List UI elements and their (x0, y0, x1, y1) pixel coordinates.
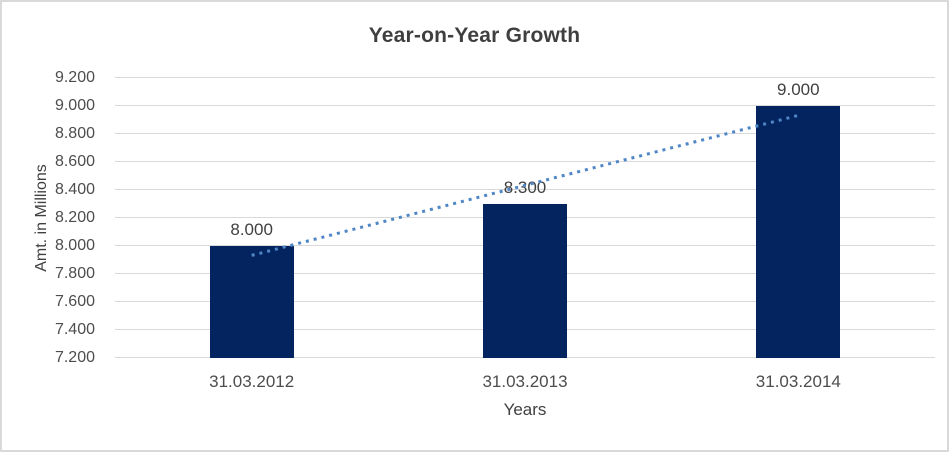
y-tick-label: 7.200 (54, 349, 95, 366)
chart-title: Year-on-Year Growth (368, 24, 581, 47)
y-tick-label: 8.400 (54, 181, 95, 198)
trendline[interactable] (115, 78, 935, 358)
x-tick-label: 31.03.2013 (482, 372, 568, 391)
x-axis-title: Years (503, 400, 547, 419)
gridline (115, 105, 935, 106)
bar-value-label: 9.000 (777, 79, 820, 99)
bar-value-label: 8.000 (230, 220, 273, 239)
y-tick-label: 8.000 (54, 237, 95, 254)
gridline (115, 77, 935, 78)
bar-value-label: 8.300 (503, 178, 547, 197)
gridline (115, 133, 935, 134)
y-axis-ticks: 7.200 7.400 7.600 7.800 8.000 8.200 8.400 8.600… (2, 69, 103, 366)
gridline (115, 161, 935, 162)
y-tick-label: 7.800 (54, 265, 95, 282)
gridline (115, 189, 935, 190)
x-tick-label: 31.03.2012 (209, 372, 295, 391)
plot-area: 8.000 31.03.2012 8.300 31.03.2013 9.000 31.03… (115, 77, 935, 391)
y-tick-label: 8.600 (54, 153, 95, 170)
bar-31.03.2012[interactable] (209, 246, 294, 358)
y-tick-label: 8.800 (54, 125, 95, 142)
x-tick-label: 31.03.2014 (755, 372, 841, 391)
y-tick-label: 9.200 (54, 69, 95, 86)
y-tick-label: 7.600 (54, 293, 95, 310)
bar-31.03.2013[interactable] (483, 204, 567, 358)
y-tick-label: 7.400 (54, 321, 95, 338)
y-tick-label: 8.200 (54, 209, 95, 226)
y-tick-label: 9.000 (54, 97, 95, 114)
bar-31.03.2014[interactable] (756, 106, 841, 358)
